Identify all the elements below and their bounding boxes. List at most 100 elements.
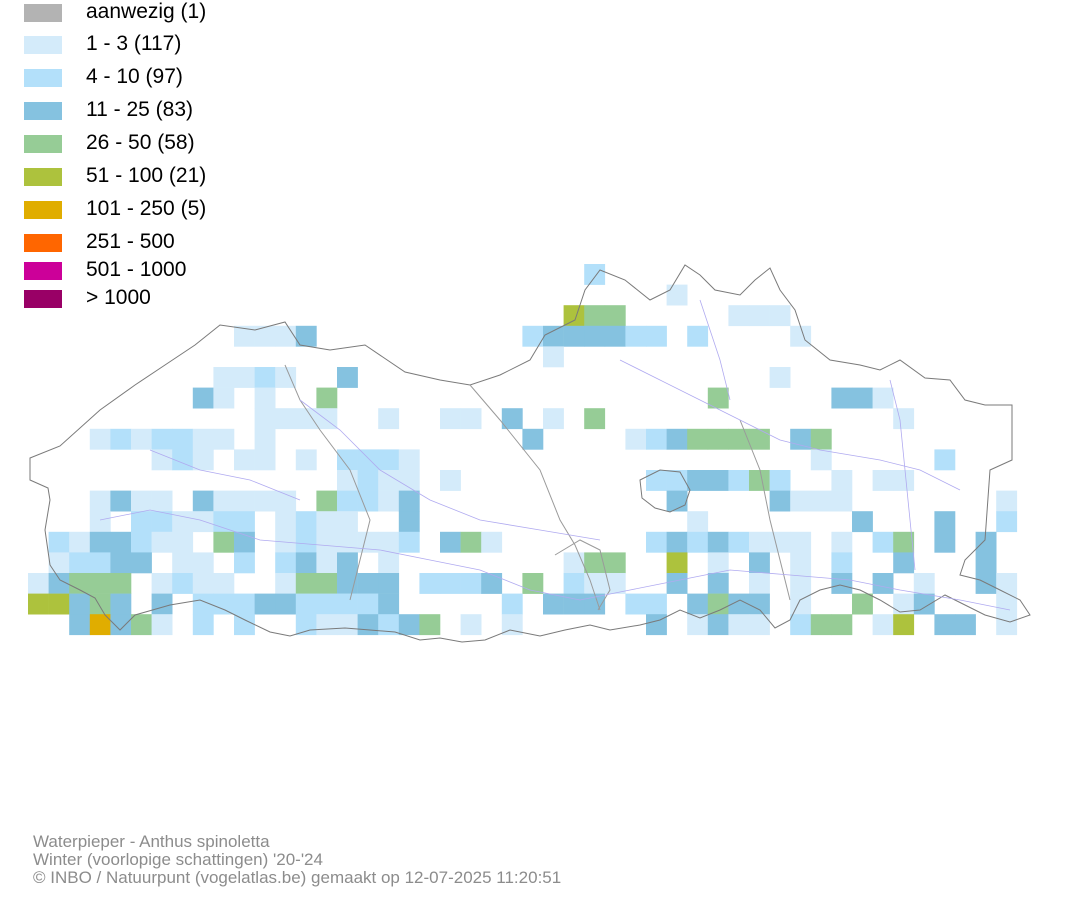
grid-cell [584,325,606,347]
grid-cell [378,531,400,553]
grid-cell [707,593,729,615]
grid-cell [831,614,853,636]
grid-cell [790,428,812,450]
grid-cell [172,552,194,574]
grid-cell [893,531,915,553]
grid-cell [666,552,688,574]
grid-cell [419,573,441,594]
grid-cell [275,552,297,574]
grid-cell [398,531,420,553]
grid-cell [316,552,338,574]
grid-cell [893,470,915,491]
grid-cell [419,614,441,636]
grid-cell [460,614,482,636]
grid-cell [934,614,956,636]
grid-cell [398,470,420,491]
grid-cell [48,531,70,553]
grid-cell [687,531,709,553]
grid-cell [110,490,132,512]
grid-cell [337,511,358,533]
grid-cell [378,490,400,512]
grid-cell [563,573,585,594]
grid-cell [831,490,853,512]
legend-label: 51 - 100 (21) [86,164,207,187]
grid-cell [913,573,935,594]
legend-label: aanwezig (1) [86,0,207,23]
grid-cell [749,552,770,574]
grid-cell [852,387,873,409]
grid-cell [584,305,606,327]
grid-cell [769,490,791,512]
grid-cell [893,614,915,636]
region-boundary [29,264,1031,643]
grid-cell [337,573,358,594]
grid-cell [192,593,214,615]
grid-cell [172,511,194,533]
grid-cell [110,552,132,574]
grid-cell [254,387,276,409]
grid-cell [357,490,379,512]
grid-cell [707,614,729,636]
grid-cell [254,449,276,471]
grid-cell [872,470,894,491]
grid-cell [790,573,812,594]
grid-cell [522,428,544,450]
grid-cell [213,511,235,533]
grid-cell [646,593,667,615]
grid-cell [728,593,750,615]
grid-cell [975,552,997,574]
grid-cell [707,387,729,409]
grid-cell [131,490,152,512]
grid-cell [831,470,853,491]
grid-cell [295,408,317,430]
grid-cell [955,614,976,636]
grid-cell [192,387,214,409]
grid-cell [131,552,152,574]
grid-cell [378,573,400,594]
grid-cell [89,614,111,636]
grid-cell [234,614,255,636]
grid-cell [584,408,606,430]
grid-cell [110,614,132,636]
grid-cell [646,428,667,450]
grid-cell [872,387,894,409]
grid-cell [234,511,255,533]
grid-cell [996,490,1018,512]
grid-cell [625,325,647,347]
grid-cell [337,490,358,512]
grid-cell [316,573,338,594]
grid-cell [151,573,173,594]
grid-cell [234,531,255,553]
legend-item-101-250: 101 - 250 (5) [24,197,444,220]
grid-cell [728,614,750,636]
grid-cell [234,490,255,512]
grid-cell [398,490,420,512]
grid-cell [790,325,812,347]
grid-cell [996,573,1018,594]
grid-cell [357,593,379,615]
grid-cell [172,573,194,594]
grid-cell [151,490,173,512]
grid-cell [563,552,585,574]
grid-cell [28,573,49,594]
legend-swatch [24,4,62,22]
grid-cell [378,552,400,574]
grid-cell [275,511,297,533]
grid-cell [604,325,626,347]
grid-cell [831,531,853,553]
grid-cell [316,614,338,636]
grid-cell [913,593,935,615]
legend-label: 101 - 250 (5) [86,197,207,220]
grid-cell [687,470,709,491]
grid-cell [460,573,482,594]
grid-cell [378,614,400,636]
grid-cell [440,573,461,594]
legend-item-1-3: 1 - 3 (117) [24,32,444,55]
grid-cell [69,593,91,615]
grid-cell [934,531,956,553]
grid-cell [584,573,606,594]
grid-cell [316,387,338,409]
grid-cell [337,367,358,388]
legend-label: 1 - 3 (117) [86,32,182,55]
grid-cell [440,531,461,553]
